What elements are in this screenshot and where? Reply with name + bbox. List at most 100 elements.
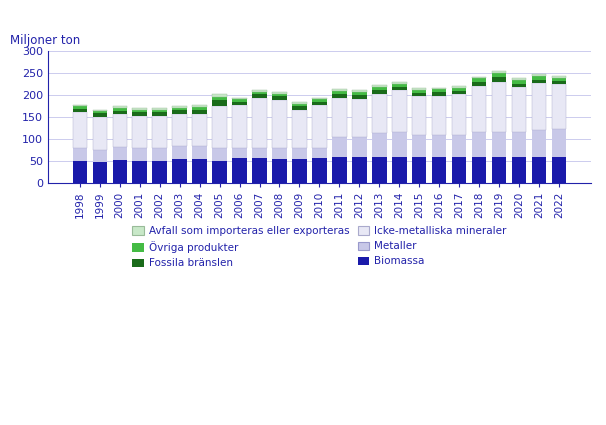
Bar <box>73 148 87 162</box>
Bar <box>193 159 207 183</box>
Bar <box>372 90 387 94</box>
Bar <box>512 78 527 80</box>
Bar <box>492 156 507 183</box>
Bar <box>332 91 347 94</box>
Bar <box>133 161 147 183</box>
Bar <box>432 89 447 92</box>
Bar <box>352 95 367 99</box>
Bar <box>73 105 87 106</box>
Bar <box>272 148 287 159</box>
Bar <box>492 77 507 82</box>
Bar <box>153 110 167 112</box>
Bar <box>113 106 127 108</box>
Bar <box>232 159 247 183</box>
Bar <box>272 159 287 183</box>
Bar <box>512 87 527 132</box>
Bar <box>252 92 267 94</box>
Bar <box>93 117 107 150</box>
Bar <box>552 76 567 78</box>
Bar <box>332 157 347 183</box>
Bar <box>113 108 127 111</box>
Bar <box>412 90 427 93</box>
Bar <box>432 158 447 183</box>
Bar <box>312 102 327 105</box>
Bar <box>392 87 407 90</box>
Bar <box>412 136 427 158</box>
Bar <box>73 106 87 109</box>
Bar <box>392 158 407 183</box>
Bar <box>193 146 207 159</box>
Bar <box>492 131 507 156</box>
Bar <box>372 87 387 90</box>
Bar <box>173 114 187 147</box>
Bar <box>113 147 127 160</box>
Bar <box>133 148 147 161</box>
Bar <box>492 73 507 77</box>
Bar <box>193 105 207 107</box>
Bar <box>292 159 307 183</box>
Bar <box>352 158 367 183</box>
Bar <box>452 88 467 91</box>
Bar <box>312 105 327 148</box>
Bar <box>552 81 567 85</box>
Bar <box>133 110 147 112</box>
Bar <box>73 162 87 183</box>
Bar <box>512 84 527 87</box>
Bar <box>352 99 367 137</box>
Bar <box>332 89 347 91</box>
Bar <box>73 109 87 112</box>
Bar <box>312 98 327 99</box>
Bar <box>133 108 147 110</box>
Bar <box>552 156 567 183</box>
Bar <box>173 147 187 159</box>
Bar <box>252 90 267 92</box>
Bar <box>252 98 267 148</box>
Bar <box>292 148 307 159</box>
Bar <box>272 96 287 100</box>
Bar <box>452 94 467 135</box>
Bar <box>272 94 287 96</box>
Bar <box>532 157 547 183</box>
Bar <box>292 104 307 106</box>
Bar <box>472 86 487 133</box>
Bar <box>93 113 107 117</box>
Bar <box>252 94 267 98</box>
Bar <box>352 92 367 95</box>
Bar <box>472 78 487 82</box>
Bar <box>193 114 207 146</box>
Bar <box>113 111 127 114</box>
Bar <box>252 159 267 183</box>
Bar <box>173 108 187 110</box>
Bar <box>113 160 127 183</box>
Bar <box>312 148 327 159</box>
Bar <box>332 94 347 98</box>
Bar <box>232 148 247 159</box>
Bar <box>173 159 187 183</box>
Bar <box>412 93 427 96</box>
Text: Miljoner ton: Miljoner ton <box>10 34 80 47</box>
Bar <box>532 79 547 83</box>
Bar <box>153 112 167 116</box>
Bar <box>392 132 407 158</box>
Bar <box>332 98 347 137</box>
Bar <box>432 92 447 96</box>
Bar <box>93 111 107 113</box>
Bar <box>372 85 387 87</box>
Bar <box>472 76 487 78</box>
Bar <box>492 71 507 73</box>
Bar <box>153 116 167 148</box>
Bar <box>153 108 167 110</box>
Bar <box>412 96 427 136</box>
Bar <box>153 161 167 183</box>
Bar <box>272 100 287 148</box>
Bar <box>212 106 227 148</box>
Bar <box>212 97 227 100</box>
Bar <box>392 84 407 87</box>
Bar <box>432 96 447 136</box>
Legend: Avfall som importeras eller exporteras, Övriga produkter, Fossila bränslen, Icke: Avfall som importeras eller exporteras, … <box>132 226 507 268</box>
Bar <box>532 83 547 130</box>
Bar <box>232 99 247 102</box>
Bar <box>392 82 407 84</box>
Bar <box>392 90 407 132</box>
Bar <box>412 158 427 183</box>
